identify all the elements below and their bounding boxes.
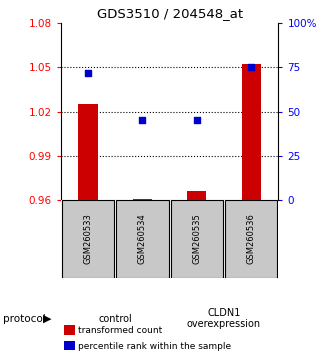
Bar (78, 104, 98, 200)
Bar (242, 64, 261, 200)
Point (140, 118, 145, 123)
Title: GDS3510 / 204548_at: GDS3510 / 204548_at (97, 7, 243, 21)
Text: GSM260535: GSM260535 (192, 213, 201, 264)
Point (249, 64, 254, 70)
Text: percentile rank within the sample: percentile rank within the sample (78, 342, 232, 351)
Text: GSM260533: GSM260533 (84, 213, 92, 264)
Text: control: control (98, 314, 132, 324)
Text: GSM260534: GSM260534 (138, 213, 147, 264)
Text: protocol: protocol (3, 314, 46, 324)
Bar (133, 199, 152, 200)
Text: ▶: ▶ (43, 314, 52, 324)
Bar (187, 191, 206, 200)
Text: GSM260536: GSM260536 (247, 213, 256, 264)
Text: CLDN1
overexpression: CLDN1 overexpression (187, 308, 261, 330)
Point (194, 118, 199, 123)
Text: transformed count: transformed count (78, 326, 163, 335)
Bar (171, 200, 223, 278)
Point (85, 70, 91, 75)
Bar (62, 200, 114, 278)
Bar (116, 200, 169, 278)
Bar (225, 200, 277, 278)
